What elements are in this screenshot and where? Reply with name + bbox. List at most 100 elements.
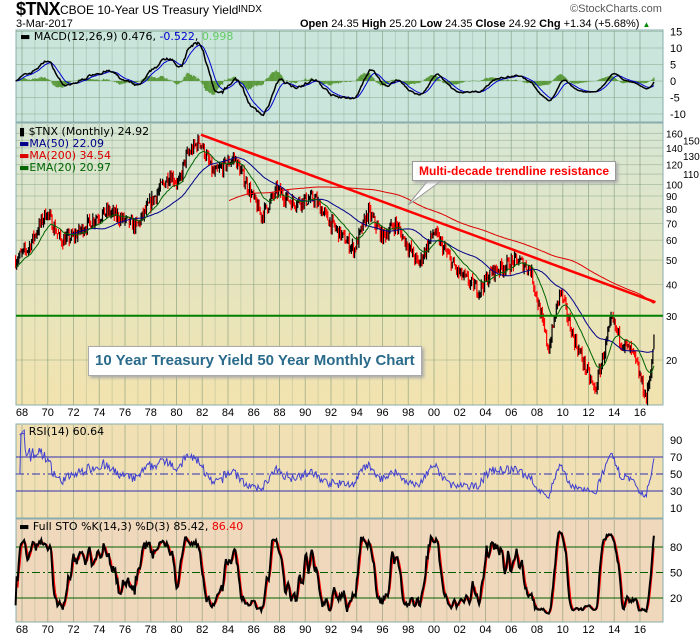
y-tick-label: 130 (683, 152, 700, 163)
y-tick-label: 50 (670, 568, 682, 580)
ema20-line (15, 150, 655, 374)
x-tick-label: 06 (505, 407, 517, 419)
y-tick-label: 50 (666, 256, 678, 267)
x-tick-label: 74 (93, 624, 105, 636)
rsi-panel (15, 423, 664, 519)
x-tick-label: 00 (428, 624, 440, 636)
x-tick-label: 72 (67, 624, 79, 636)
y-tick-label: 30 (666, 312, 678, 323)
y-tick-label: 90 (670, 435, 682, 447)
x-tick-label: 84 (222, 624, 234, 636)
x-tick-label: 04 (479, 407, 491, 419)
macd-hist: 0.998 (201, 30, 234, 43)
legend-swatch-icon: ▬ (19, 520, 30, 533)
y-tick-label: 80 (666, 205, 678, 216)
legend-swatch-icon: ▬ (19, 161, 30, 174)
ema20-legend: EMA(20) 20.97 (29, 161, 111, 174)
x-tick-label: 04 (479, 624, 491, 636)
quote-bar: Open 24.35 High 25.20 Low 24.35 Close 24… (300, 18, 650, 31)
y-tick-label: 0 (670, 76, 676, 88)
y-tick-label: 60 (666, 236, 678, 247)
open-value: 24.35 (331, 18, 359, 30)
x-tick-label: 98 (402, 407, 414, 419)
ma200-line (228, 186, 655, 304)
x-tick-label: 86 (248, 407, 260, 419)
x-tick-label: 70 (42, 624, 54, 636)
ma50-legend: MA(50) 22.09 (29, 137, 104, 150)
y-tick-label: 15 (670, 27, 682, 39)
rsi-line (15, 432, 655, 500)
close-value: 24.92 (508, 18, 537, 30)
open-label: Open (300, 18, 329, 30)
x-tick-label: 84 (222, 407, 234, 419)
x-tick-label: 74 (93, 407, 105, 419)
x-tick-label: 90 (299, 624, 311, 636)
x-tick-label: 92 (325, 624, 337, 636)
macd-line (15, 41, 655, 117)
x-tick-label: 10 (557, 624, 569, 636)
y-tick-label: 10 (670, 503, 682, 515)
y-tick-label: 50 (670, 469, 682, 481)
x-tick-label: 10 (557, 407, 569, 419)
date: 3-Mar-2017 (16, 18, 73, 30)
symbol: $TNX (16, 0, 61, 19)
x-tick-label: 96 (376, 624, 388, 636)
macd-legend: ▬ MACD(12,26,9) 0.476, -0.522, 0.998 (20, 30, 234, 43)
y-tick-label: 5 (670, 60, 676, 72)
close-label: Close (475, 18, 506, 30)
x-tick-label: 94 (351, 624, 363, 636)
x-tick-label: 12 (582, 624, 594, 636)
x-tick-label: 06 (505, 624, 517, 636)
legend-swatch-icon: ▬ (19, 149, 30, 162)
high-value: 25.20 (389, 18, 417, 30)
y-tick-label: -10 (670, 109, 686, 121)
rsi-title: RSI(14) 60.64 (28, 425, 105, 438)
y-tick-label: 140 (666, 144, 683, 155)
x-tick-label: 88 (273, 624, 285, 636)
low-value: 24.35 (444, 18, 473, 30)
macd-signal-line (15, 44, 655, 113)
sto-legend: ▬ Full STO %K(14,3) %D(3) 85.42, 86.40 (19, 520, 244, 533)
ma50-line (67, 157, 655, 353)
x-tick-label: 68 (16, 624, 28, 636)
chg-value: +1.34 (+5.68%) (563, 18, 640, 30)
x-tick-label: 08 (531, 407, 543, 419)
x-tick-label: 76 (119, 407, 131, 419)
x-tick-label: 68 (16, 407, 28, 419)
trendline (200, 133, 656, 304)
low-label: Low (419, 18, 442, 30)
x-tick-label: 80 (170, 407, 182, 419)
x-tick-label: 08 (531, 624, 543, 636)
x-tick-label: 00 (428, 407, 440, 419)
price-title: $TNX (Monthly) 24.92 (28, 125, 150, 138)
y-tick-label: 30 (670, 486, 682, 498)
x-tick-label: 02 (454, 624, 466, 636)
trendline-annotation: Multi-decade trendline resistance (412, 161, 617, 181)
x-tick-label: 78 (145, 407, 157, 419)
legend-swatch-icon: ▬ (19, 137, 30, 150)
exchange: INDX (238, 4, 262, 15)
high-label: High (361, 18, 387, 30)
legend-swatch-icon: ▬ (20, 30, 31, 43)
y-tick-label: 10 (670, 43, 682, 55)
ma200-legend: MA(200) 34.54 (29, 149, 111, 162)
x-tick-label: 14 (608, 407, 620, 419)
x-tick-label: 70 (42, 407, 54, 419)
x-tick-label: 92 (325, 407, 337, 419)
y-tick-label: 150 (683, 136, 700, 147)
macd-title: MACD(12,26,9) (33, 30, 118, 43)
macd-signal: -0.522 (159, 30, 195, 43)
x-tick-label: 02 (454, 407, 466, 419)
x-tick-label: 72 (67, 407, 79, 419)
x-tick-label: 98 (402, 624, 414, 636)
y-tick-label: 160 (666, 129, 683, 140)
sto-d-value: 86.40 (211, 520, 244, 533)
x-tick-label: 12 (582, 407, 594, 419)
rsi-icon: ⩘ (19, 425, 26, 438)
x-tick-label: 82 (196, 407, 208, 419)
x-tick-label: 80 (170, 624, 182, 636)
ohlc-icon: ▮ (19, 125, 26, 138)
x-tick-label: 82 (196, 624, 208, 636)
